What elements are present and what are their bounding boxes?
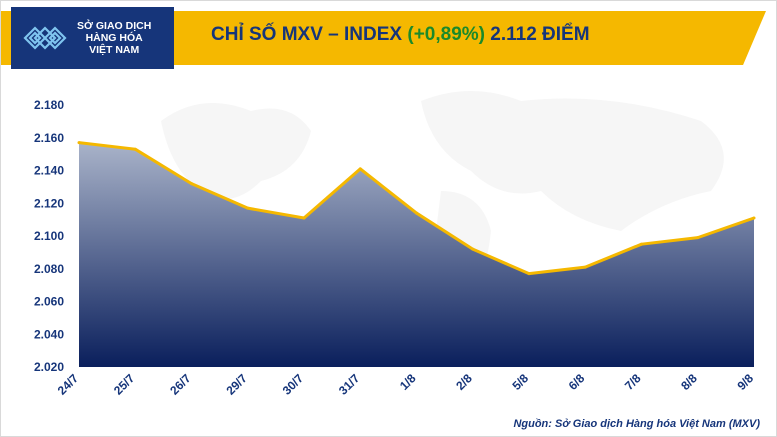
y-tick-label: 2.060 xyxy=(34,295,64,309)
data-point xyxy=(133,147,137,151)
y-tick-label: 2.180 xyxy=(34,98,64,112)
x-tick-label: 1/8 xyxy=(397,371,419,393)
y-tick-label: 2.080 xyxy=(34,262,64,276)
title-change: (+0,89%) xyxy=(407,24,485,45)
y-tick-label: 2.140 xyxy=(34,164,64,178)
area-fill xyxy=(79,142,754,367)
x-tick-label: 31/7 xyxy=(336,371,363,398)
title-suffix: 2.112 ĐIỂM xyxy=(485,24,590,45)
y-tick-label: 2.160 xyxy=(34,131,64,145)
mxv-logo-icon xyxy=(23,26,67,50)
data-point xyxy=(77,141,81,145)
x-tick-label: 30/7 xyxy=(280,371,307,398)
data-point xyxy=(246,206,250,210)
y-tick-label: 2.020 xyxy=(34,360,64,374)
mxv-logo: SỞ GIAO DỊCH HÀNG HÓA VIỆT NAM xyxy=(11,7,174,69)
logo-text: SỞ GIAO DỊCH HÀNG HÓA VIỆT NAM xyxy=(77,20,151,56)
x-tick-label: 6/8 xyxy=(566,371,588,393)
x-tick-label: 5/8 xyxy=(509,371,531,393)
logo-line-1: SỞ GIAO DỊCH xyxy=(77,20,152,32)
y-tick-label: 2.040 xyxy=(34,327,64,341)
x-tick-label: 25/7 xyxy=(111,371,138,398)
x-tick-label: 2/8 xyxy=(453,371,475,393)
x-tick-label: 7/8 xyxy=(622,371,644,393)
chart-title: CHỈ SỐ MXV – INDEX (+0,89%) 2.112 ĐIỂM xyxy=(211,24,731,54)
data-point xyxy=(415,211,418,215)
x-tick-label: 8/8 xyxy=(678,371,700,393)
x-tick-label: 29/7 xyxy=(223,371,250,398)
logo-line-2: HÀNG HÓA xyxy=(85,32,143,44)
data-point xyxy=(358,167,362,171)
data-point xyxy=(696,236,700,240)
data-point xyxy=(471,247,475,251)
x-tick-label: 24/7 xyxy=(55,371,82,398)
y-tick-label: 2.120 xyxy=(34,196,64,210)
title-prefix: CHỈ SỐ MXV – INDEX xyxy=(211,24,408,45)
data-point xyxy=(190,182,193,186)
source-note: Nguồn: Sở Giao dịch Hàng hóa Việt Nam (M… xyxy=(513,418,760,430)
x-tick-label: 26/7 xyxy=(167,371,194,398)
data-point xyxy=(583,265,587,269)
data-point xyxy=(527,272,531,276)
data-point xyxy=(302,216,306,220)
x-tick-label: 9/8 xyxy=(734,371,756,393)
logo-line-3: VIỆT NAM xyxy=(89,44,140,56)
data-point xyxy=(640,242,643,246)
y-tick-label: 2.100 xyxy=(34,229,64,243)
data-point xyxy=(752,216,756,220)
